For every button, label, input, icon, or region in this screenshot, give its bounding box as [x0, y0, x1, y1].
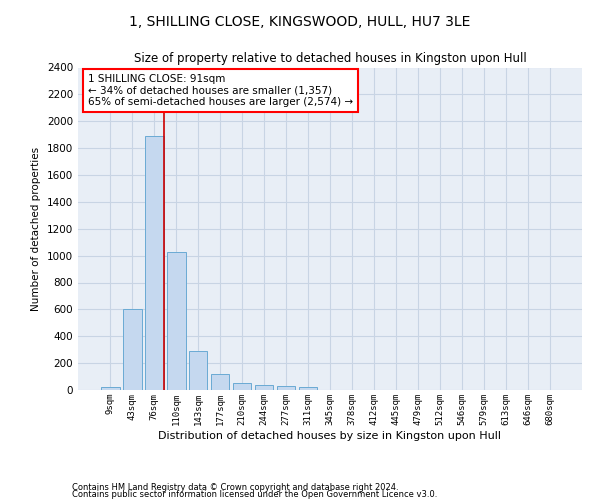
Bar: [145, 136, 164, 390]
Title: Size of property relative to detached houses in Kingston upon Hull: Size of property relative to detached ho…: [134, 52, 526, 65]
Text: Contains HM Land Registry data © Crown copyright and database right 2024.: Contains HM Land Registry data © Crown c…: [72, 484, 398, 492]
Bar: [299, 388, 317, 390]
Bar: [233, 384, 251, 390]
Text: 1 SHILLING CLOSE: 91sqm
← 34% of detached houses are smaller (1,357)
65% of semi: 1 SHILLING CLOSE: 91sqm ← 34% of detache…: [88, 74, 353, 107]
Bar: [123, 310, 142, 390]
Text: Contains public sector information licensed under the Open Government Licence v3: Contains public sector information licen…: [72, 490, 437, 499]
Text: 1, SHILLING CLOSE, KINGSWOOD, HULL, HU7 3LE: 1, SHILLING CLOSE, KINGSWOOD, HULL, HU7 …: [130, 15, 470, 29]
X-axis label: Distribution of detached houses by size in Kingston upon Hull: Distribution of detached houses by size …: [158, 430, 502, 440]
Bar: [101, 388, 119, 390]
Bar: [255, 384, 274, 390]
Bar: [167, 252, 185, 390]
Bar: [277, 386, 295, 390]
Bar: [189, 351, 208, 390]
Y-axis label: Number of detached properties: Number of detached properties: [31, 146, 41, 311]
Bar: [211, 374, 229, 390]
